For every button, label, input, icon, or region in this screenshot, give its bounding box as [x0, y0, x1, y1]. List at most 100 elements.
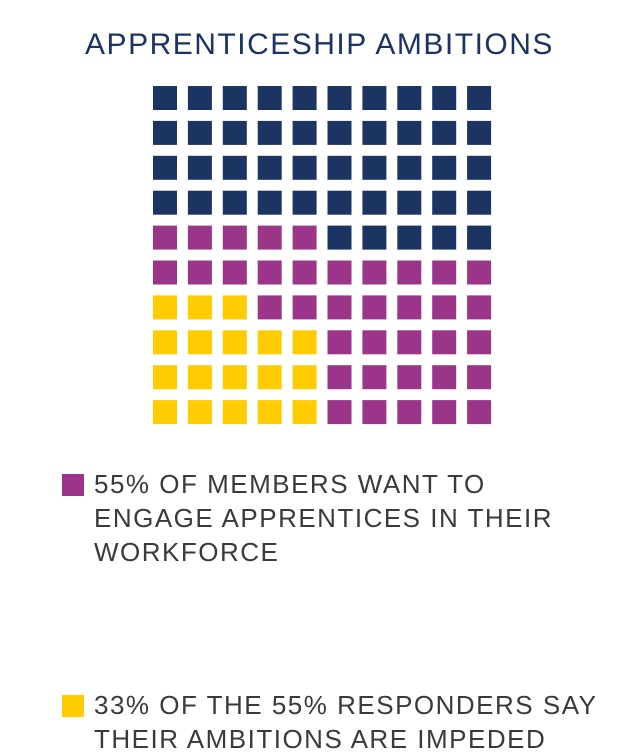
- waffle-cell-r8-c3: [222, 330, 247, 355]
- waffle-cell-r4-c4: [257, 190, 282, 215]
- waffle-cell-r6-c10: [467, 260, 492, 285]
- waffle-cell-r9-c2: [187, 365, 212, 390]
- waffle-cell-r9-c9: [432, 365, 457, 390]
- legend-label-members: 55% OF MEMBERS WANT TO ENGAGE APPRENTICE…: [94, 469, 554, 567]
- waffle-cell-r3-c6: [327, 155, 352, 180]
- legend-label-responders: 33% OF THE 55% RESPONDERS SAY THEIR AMBI…: [94, 690, 597, 754]
- waffle-cell-r5-c4: [257, 225, 282, 250]
- waffle-cell-r4-c7: [362, 190, 387, 215]
- waffle-cell-r1-c6: [327, 86, 352, 110]
- waffle-cell-r1-c1: [153, 86, 177, 110]
- waffle-cell-r4-c10: [467, 190, 492, 215]
- waffle-cell-r3-c7: [362, 155, 387, 180]
- waffle-cell-r7-c1: [153, 295, 177, 320]
- waffle-cell-r3-c3: [222, 155, 247, 180]
- waffle-cell-r7-c3: [222, 295, 247, 320]
- waffle-cell-r9-c8: [397, 365, 422, 390]
- waffle-cell-r10-c8: [397, 400, 422, 425]
- waffle-cell-r7-c2: [187, 295, 212, 320]
- waffle-cell-r3-c10: [467, 155, 492, 180]
- waffle-cell-r8-c2: [187, 330, 212, 355]
- waffle-cell-r10-c3: [222, 400, 247, 425]
- waffle-cell-r5-c2: [187, 225, 212, 250]
- waffle-cell-r8-c7: [362, 330, 387, 355]
- waffle-cell-r8-c9: [432, 330, 457, 355]
- waffle-cell-r9-c4: [257, 365, 282, 390]
- waffle-cell-r9-c3: [222, 365, 247, 390]
- waffle-chart: [153, 86, 492, 425]
- waffle-cell-r3-c9: [432, 155, 457, 180]
- waffle-cell-r3-c1: [153, 155, 177, 180]
- waffle-cell-r2-c9: [432, 120, 457, 145]
- waffle-cell-r10-c4: [257, 400, 282, 425]
- waffle-cell-r4-c6: [327, 190, 352, 215]
- waffle-cell-r8-c8: [397, 330, 422, 355]
- waffle-cell-r4-c1: [153, 190, 177, 215]
- waffle-cell-r5-c6: [327, 225, 352, 250]
- waffle-cell-r2-c6: [327, 120, 352, 145]
- waffle-cell-r1-c10: [467, 86, 492, 110]
- chart-title: APPRENTICESHIP AMBITIONS: [85, 28, 554, 61]
- waffle-cell-r5-c9: [432, 225, 457, 250]
- waffle-cell-r8-c1: [153, 330, 177, 355]
- waffle-cell-r3-c2: [187, 155, 212, 180]
- waffle-cell-r7-c8: [397, 295, 422, 320]
- waffle-cell-r8-c4: [257, 330, 282, 355]
- waffle-cell-r2-c1: [153, 120, 177, 145]
- waffle-cell-r7-c6: [327, 295, 352, 320]
- waffle-cell-r2-c5: [292, 120, 317, 145]
- waffle-cell-r4-c9: [432, 190, 457, 215]
- waffle-cell-r9-c7: [362, 365, 387, 390]
- waffle-cell-r10-c5: [292, 400, 317, 425]
- waffle-cell-r5-c3: [222, 225, 247, 250]
- waffle-cell-r6-c3: [222, 260, 247, 285]
- waffle-cell-r3-c4: [257, 155, 282, 180]
- waffle-cell-r8-c10: [467, 330, 492, 355]
- waffle-cell-r6-c5: [292, 260, 317, 285]
- waffle-cell-r7-c10: [467, 295, 492, 320]
- waffle-cell-r5-c8: [397, 225, 422, 250]
- waffle-cell-r1-c7: [362, 86, 387, 110]
- waffle-cell-r9-c10: [467, 365, 492, 390]
- waffle-cell-r10-c9: [432, 400, 457, 425]
- waffle-cell-r6-c8: [397, 260, 422, 285]
- waffle-cell-r10-c10: [467, 400, 492, 425]
- waffle-cell-r4-c8: [397, 190, 422, 215]
- waffle-cell-r6-c1: [153, 260, 177, 285]
- waffle-cell-r7-c7: [362, 295, 387, 320]
- waffle-cell-r4-c3: [222, 190, 247, 215]
- waffle-cell-r2-c8: [397, 120, 422, 145]
- waffle-cell-r10-c1: [153, 400, 177, 425]
- waffle-cell-r1-c4: [257, 86, 282, 110]
- waffle-cell-r6-c2: [187, 260, 212, 285]
- waffle-cell-r1-c8: [397, 86, 422, 110]
- waffle-cell-r1-c9: [432, 86, 457, 110]
- waffle-cell-r7-c9: [432, 295, 457, 320]
- waffle-cell-r5-c7: [362, 225, 387, 250]
- waffle-cell-r4-c2: [187, 190, 212, 215]
- waffle-cell-r2-c10: [467, 120, 492, 145]
- waffle-cell-r2-c2: [187, 120, 212, 145]
- waffle-cell-r10-c7: [362, 400, 387, 425]
- waffle-cell-r2-c4: [257, 120, 282, 145]
- waffle-cell-r9-c1: [153, 365, 177, 390]
- legend-item-members: 55% OF MEMBERS WANT TO ENGAGE APPRENTICE…: [62, 467, 614, 569]
- waffle-cell-r1-c5: [292, 86, 317, 110]
- waffle-cell-r9-c5: [292, 365, 317, 390]
- waffle-cell-r8-c6: [327, 330, 352, 355]
- waffle-cell-r6-c9: [432, 260, 457, 285]
- waffle-cell-r10-c6: [327, 400, 352, 425]
- waffle-cell-r6-c7: [362, 260, 387, 285]
- waffle-cell-r5-c5: [292, 225, 317, 250]
- infographic: APPRENTICESHIP AMBITIONS 55% OF MEMBERS …: [62, 28, 614, 754]
- waffle-cell-r5-c1: [153, 225, 177, 250]
- waffle-cell-r1-c3: [222, 86, 247, 110]
- waffle-cell-r3-c5: [292, 155, 317, 180]
- waffle-cell-r7-c4: [257, 295, 282, 320]
- waffle-cell-r5-c10: [467, 225, 492, 250]
- waffle-cell-r4-c5: [292, 190, 317, 215]
- legend-item-responders: 33% OF THE 55% RESPONDERS SAY THEIR AMBI…: [62, 688, 614, 756]
- waffle-cell-r7-c5: [292, 295, 317, 320]
- legend-swatch-yellow: [62, 695, 84, 717]
- waffle-cell-r1-c2: [187, 86, 212, 110]
